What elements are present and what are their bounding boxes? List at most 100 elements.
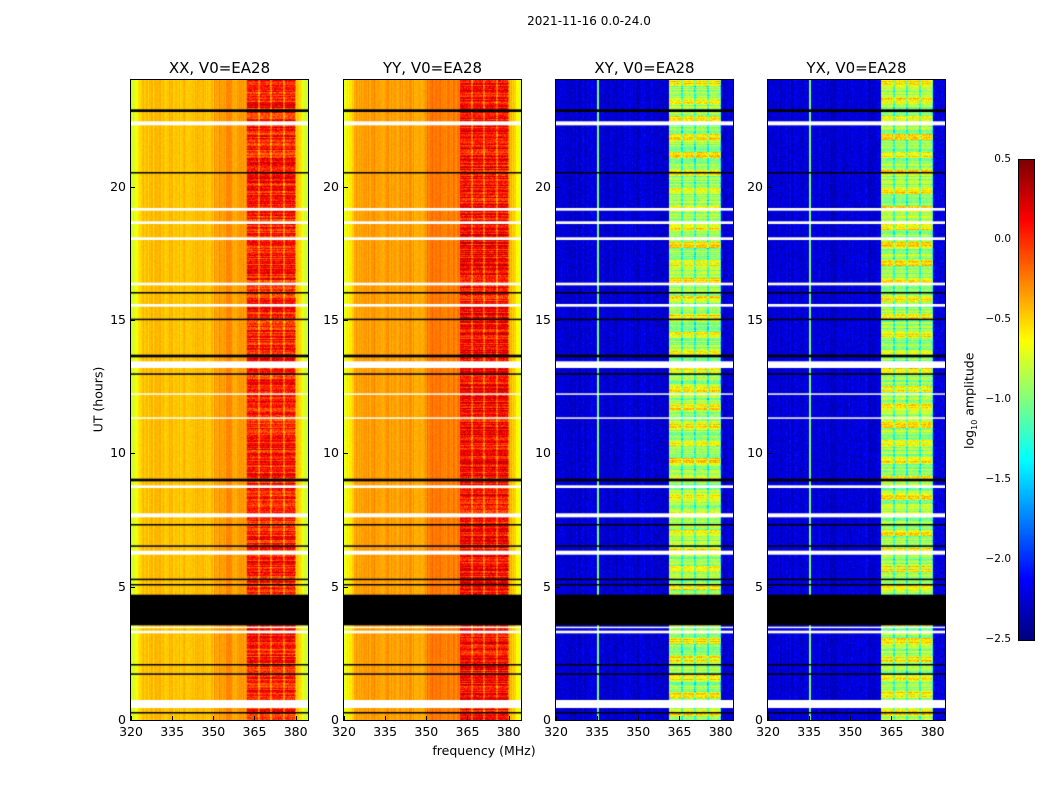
y-tick-mark [344,320,348,321]
y-tick-mark [556,586,560,588]
x-tick-mark [467,716,469,720]
x-tick-label: 320 [332,724,356,739]
x-tick-mark [385,716,387,720]
x-tick-label: 335 [160,724,185,739]
x-tick-label: 335 [373,724,398,739]
y-tick-mark [768,186,772,188]
x-tick-mark [809,716,811,720]
y-tick-mark [768,720,772,721]
panel-title: YX, V0=EA28 [806,59,907,77]
colorbar-tick-label: −0.5 [985,313,1012,325]
x-axis-label: frequency (MHz) [432,743,536,758]
x-tick-label: 350 [201,724,226,739]
y-tick-mark [344,720,348,721]
panel-title: YY, V0=EA28 [382,59,483,77]
heatmap-panel [343,79,522,721]
x-tick-label: 320 [119,724,143,739]
heatmap-cells [131,80,308,720]
y-tick-label: 0 [543,712,551,727]
y-tick-label: 10 [535,445,551,461]
x-tick-mark [597,716,599,720]
x-tick-mark [556,716,557,720]
x-tick-mark [344,716,345,720]
heatmap-panel [767,79,946,721]
figure-title: 2021-11-16 0.0-24.0 [527,14,651,28]
y-tick-mark [768,453,772,455]
y-tick-mark [344,586,348,588]
y-tick-mark [768,586,772,588]
x-tick-label: 365 [667,724,692,739]
y-axis-label: UT (hours) [90,366,106,433]
x-tick-label: 365 [242,724,267,739]
x-tick-mark [679,716,681,720]
x-tick-label: 320 [544,724,568,739]
colorbar-gradient [1019,160,1034,640]
y-tick-label: 10 [323,445,339,461]
y-tick-mark [131,320,135,321]
x-tick-mark [254,716,256,720]
y-tick-label: 0 [118,712,126,727]
y-tick-label: 10 [110,445,126,461]
colorbar-tick-label: −2.0 [985,553,1012,565]
y-tick-label: 5 [331,578,339,594]
x-tick-mark [213,716,215,720]
y-tick-label: 20 [535,178,551,194]
y-tick-label: 5 [755,578,763,594]
x-tick-label: 365 [455,724,480,739]
heatmap-panel [130,79,309,721]
y-tick-mark [344,186,348,188]
y-tick-mark [768,320,772,321]
y-tick-mark [556,320,560,321]
x-tick-label: 350 [414,724,439,739]
y-tick-mark [556,453,560,455]
x-tick-mark [295,716,297,720]
panel-title: XY, V0=EA28 [594,59,695,77]
heatmap-cells [768,80,945,720]
x-tick-mark [172,716,174,720]
y-tick-mark [344,453,348,455]
x-tick-mark [638,716,640,720]
x-tick-label: 365 [879,724,904,739]
heatmap-cells [556,80,733,720]
y-tick-label: 20 [323,178,339,194]
x-tick-label: 380 [283,724,308,739]
x-tick-label: 320 [756,724,780,739]
x-tick-label: 350 [838,724,863,739]
heatmap-panel [555,79,734,721]
colorbar-label-sub: 10 [969,419,979,430]
x-tick-label: 335 [585,724,610,739]
colorbar-label: log10 amplitude [961,341,979,461]
x-tick-label: 380 [708,724,733,739]
y-tick-label: 20 [110,178,126,194]
colorbar-label-prefix: log [961,429,977,449]
x-tick-mark [850,716,852,720]
heatmap-cells [344,80,521,720]
y-tick-label: 0 [755,712,763,727]
y-tick-label: 0 [331,712,339,727]
colorbar-tick-label: 0.0 [994,233,1011,245]
x-tick-mark [720,716,722,720]
y-tick-label: 5 [543,578,551,594]
colorbar-tick-label: 0.5 [994,153,1011,165]
y-tick-mark [131,720,135,721]
x-tick-label: 380 [496,724,521,739]
x-tick-mark [932,716,934,720]
colorbar: 0.5 0.0 −0.5 −1.0 −1.5 −2.0 −2.5 [986,153,1035,645]
colorbar-tick-label: −1.0 [985,393,1012,405]
x-tick-label: 380 [920,724,945,739]
x-tick-label: 335 [797,724,822,739]
y-tick-label: 20 [747,178,763,194]
y-tick-label: 15 [110,312,126,327]
y-tick-mark [131,186,135,188]
x-tick-mark [768,716,769,720]
y-tick-label: 15 [535,312,551,327]
y-tick-mark [131,586,135,588]
y-tick-mark [556,186,560,188]
y-tick-label: 15 [323,312,339,327]
colorbar-tick-label: −1.5 [985,473,1012,485]
x-tick-mark [508,716,510,720]
y-tick-mark [131,453,135,455]
y-tick-label: 5 [118,578,126,594]
x-tick-label: 350 [626,724,651,739]
